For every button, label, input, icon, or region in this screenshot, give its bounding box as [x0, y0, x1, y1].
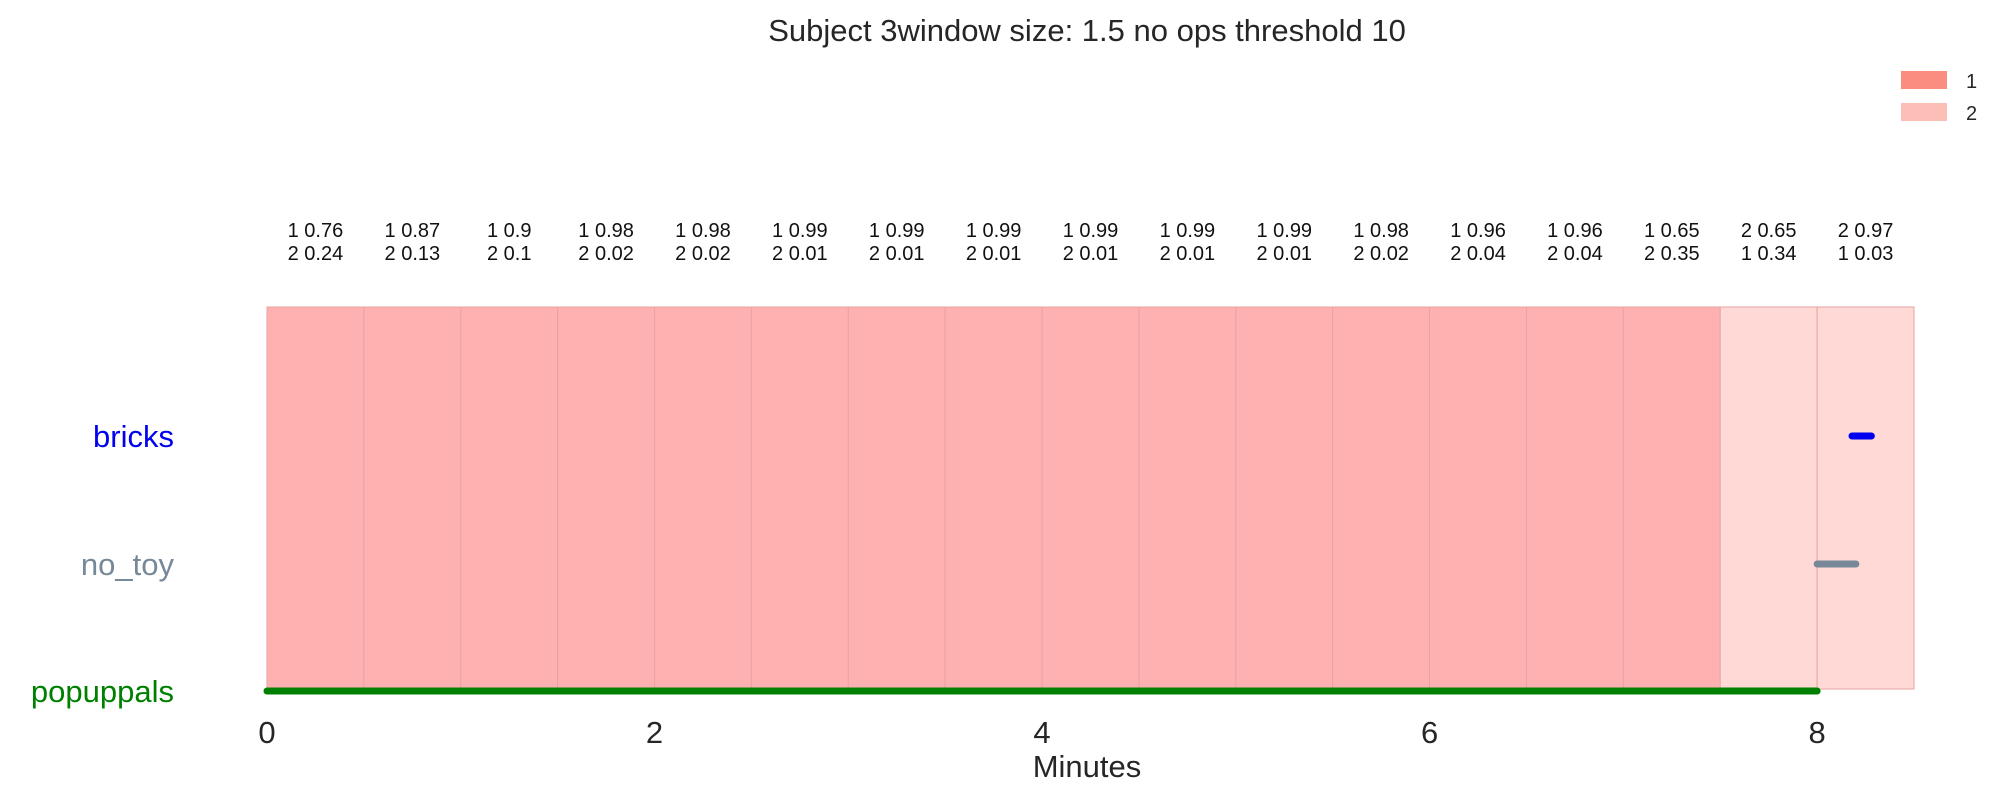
window-label-line2: 2 0.24 [288, 243, 344, 265]
x-axis-ticks: 0 2 4 6 8 [258, 715, 1825, 750]
state-window [750, 306, 849, 690]
row-label-bricks: bricks [93, 419, 174, 454]
state-window [1622, 306, 1721, 690]
x-tick-label: 4 [1033, 715, 1050, 750]
legend-label-2: 2 [1966, 103, 1977, 125]
state-window [1525, 306, 1624, 690]
window-label-line1: 1 0.99 [1160, 220, 1216, 242]
window-label-line2: 1 0.03 [1838, 243, 1894, 265]
window-label-line2: 2 0.13 [385, 243, 441, 265]
state-window [1041, 306, 1140, 690]
window-label-line1: 1 0.9 [487, 220, 531, 242]
state-window [1332, 306, 1431, 690]
state-windows [266, 306, 1915, 690]
window-label-line1: 1 0.65 [1644, 220, 1700, 242]
state-window [944, 306, 1043, 690]
window-label-line1: 1 0.98 [578, 220, 634, 242]
window-label-line1: 1 0.99 [966, 220, 1022, 242]
legend: 12 [1901, 71, 1977, 125]
state-window [363, 306, 462, 690]
window-label-line2: 1 0.34 [1741, 243, 1797, 265]
x-tick-label: 2 [646, 715, 663, 750]
window-label-line1: 1 0.99 [1256, 220, 1312, 242]
window-label-line1: 1 0.96 [1547, 220, 1603, 242]
activity-rows: bricks no_toy popuppals [31, 419, 1875, 709]
window-label-line2: 2 0.1 [487, 243, 531, 265]
window-label-line2: 2 0.01 [772, 243, 828, 265]
legend-swatch-2 [1901, 103, 1947, 121]
window-label-line1: 1 0.99 [1063, 220, 1119, 242]
x-tick-label: 6 [1421, 715, 1438, 750]
window-label-line2: 2 0.01 [1256, 243, 1312, 265]
state-window [1138, 306, 1237, 690]
window-label-line2: 2 0.04 [1547, 243, 1603, 265]
state-window [1235, 306, 1334, 690]
row-label-no-toy: no_toy [81, 547, 175, 582]
window-probability-labels: 1 0.762 0.24 1 0.872 0.13 1 0.92 0.1 1 0.98… [288, 220, 1894, 265]
state-window [1719, 306, 1818, 690]
legend-label-1: 1 [1966, 71, 1977, 93]
state-window [1816, 306, 1915, 690]
legend-swatch-1 [1901, 71, 1947, 89]
state-window [266, 306, 365, 690]
window-label-line1: 1 0.99 [772, 220, 828, 242]
window-label-line2: 2 0.35 [1644, 243, 1700, 265]
window-label-line2: 2 0.01 [1063, 243, 1119, 265]
window-label-line1: 1 0.76 [288, 220, 344, 242]
state-window [1429, 306, 1527, 690]
state-window [654, 306, 752, 690]
window-label-line2: 2 0.04 [1450, 243, 1506, 265]
window-label-line2: 2 0.02 [1353, 243, 1409, 265]
window-label-line1: 1 0.98 [1353, 220, 1409, 242]
window-label-line2: 2 0.02 [578, 243, 634, 265]
x-tick-label: 8 [1808, 715, 1825, 750]
window-label-line1: 1 0.87 [385, 220, 441, 242]
state-window [460, 306, 559, 690]
window-label-line1: 1 0.99 [869, 220, 925, 242]
state-window [847, 306, 946, 690]
window-label-line1: 1 0.98 [675, 220, 731, 242]
window-label-line1: 1 0.96 [1450, 220, 1506, 242]
window-label-line2: 2 0.01 [966, 243, 1022, 265]
chart-title: Subject 3window size: 1.5 no ops thresho… [768, 13, 1406, 48]
state-window [557, 306, 656, 690]
window-label-line2: 2 0.01 [869, 243, 925, 265]
window-label-line1: 2 0.65 [1741, 220, 1797, 242]
window-label-line2: 2 0.01 [1160, 243, 1216, 265]
row-label-popuppals: popuppals [31, 674, 174, 709]
x-axis-label: Minutes [1033, 749, 1142, 784]
x-tick-label: 0 [258, 715, 275, 750]
window-label-line2: 2 0.02 [675, 243, 731, 265]
window-label-line1: 2 0.97 [1838, 220, 1894, 242]
